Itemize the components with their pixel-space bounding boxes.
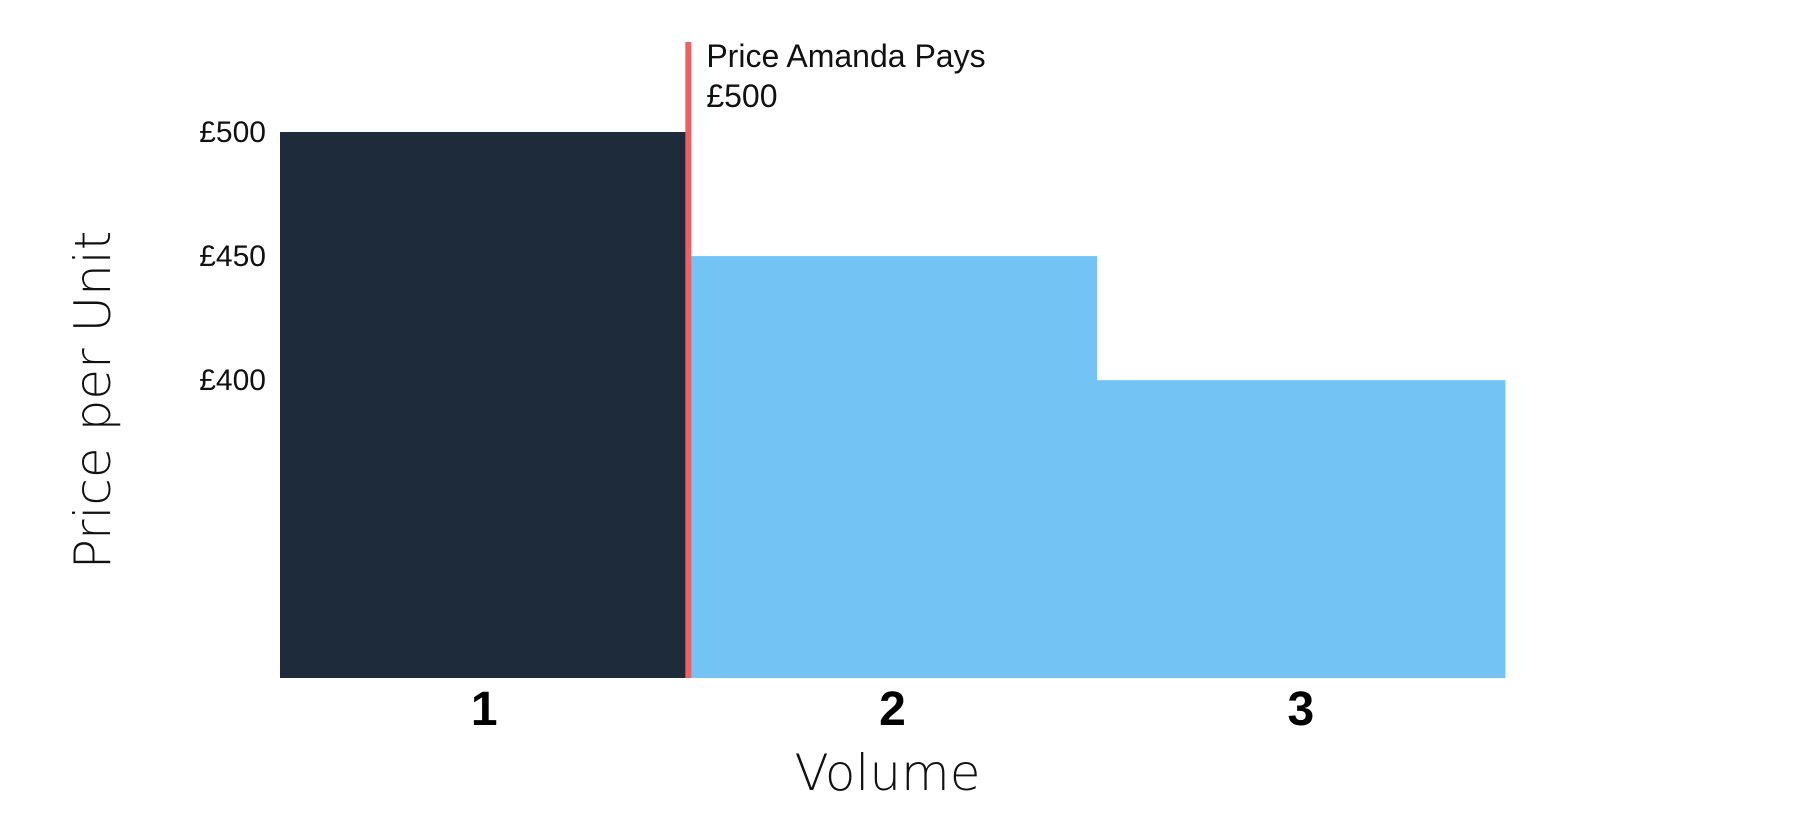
bar-1 bbox=[280, 132, 689, 678]
y-tick-label: £500 bbox=[199, 116, 266, 149]
bar-2 bbox=[688, 256, 1098, 678]
bar-3 bbox=[1096, 380, 1506, 678]
x-tick-label-3: 3 bbox=[1287, 683, 1314, 736]
annotation: Price Amanda Pays £500 bbox=[685, 38, 986, 678]
y-tick-label: £400 bbox=[199, 364, 266, 397]
y-axis-title: Price per Unit bbox=[64, 231, 122, 570]
annotation-label: Price Amanda Pays bbox=[706, 38, 985, 74]
x-tick-label-2: 2 bbox=[879, 683, 906, 736]
bars-layer bbox=[280, 132, 1506, 678]
y-tick-label: £450 bbox=[199, 240, 266, 273]
annotation-value: £500 bbox=[706, 78, 777, 114]
x-tick-label-1: 1 bbox=[471, 683, 498, 736]
x-tick-labels: 1 2 3 bbox=[471, 683, 1314, 736]
x-axis-title: Volume bbox=[795, 744, 981, 802]
y-tick-labels: £500 £450 £400 bbox=[199, 116, 266, 397]
